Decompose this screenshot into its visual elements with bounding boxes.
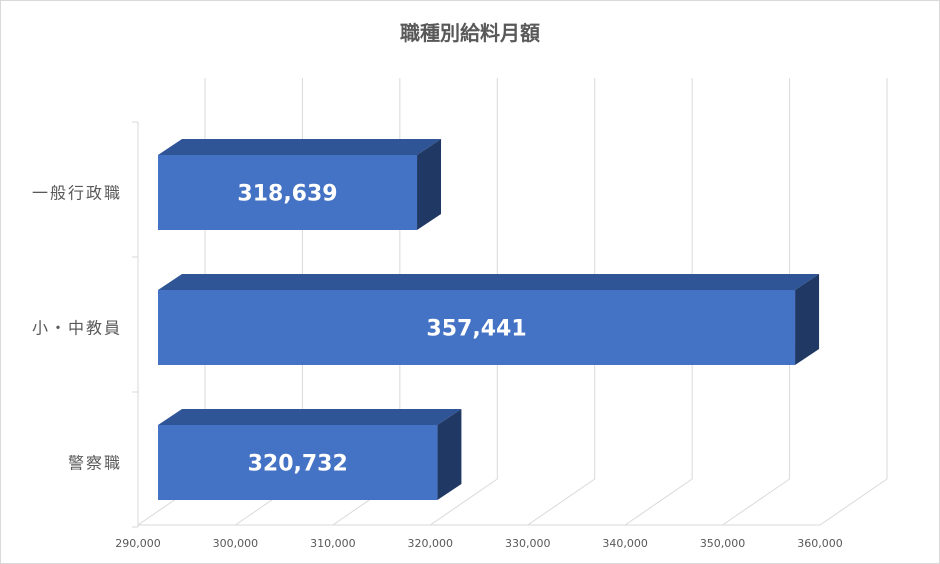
x-tick-label: 340,000 — [602, 537, 648, 550]
floor-gridline — [527, 478, 595, 526]
data-label: 357,441 — [426, 317, 526, 342]
bar-side-face — [437, 409, 462, 500]
x-tick-label: 330,000 — [505, 537, 551, 550]
x-tick-label: 350,000 — [700, 537, 746, 550]
bar-side-face — [795, 274, 820, 365]
bar: 357,441 — [158, 274, 820, 365]
bar-front-face — [158, 425, 438, 500]
category-label: 小・中教員 — [32, 319, 122, 338]
category-label: 一般行政職 — [32, 184, 122, 203]
floor-gridline — [819, 478, 888, 526]
x-tick-label: 360,000 — [797, 537, 843, 550]
x-tick-label: 310,000 — [310, 537, 356, 550]
bar-front-face — [158, 155, 418, 230]
bar-top-face — [158, 274, 820, 290]
floor-gridline — [624, 478, 693, 526]
data-label: 318,639 — [237, 182, 337, 207]
bar-top-face — [158, 139, 442, 155]
x-tick-label: 300,000 — [213, 537, 259, 550]
bar-front-face — [158, 290, 796, 365]
x-tick-label: 290,000 — [115, 537, 161, 550]
bar-side-face — [417, 139, 442, 230]
floor-gridline — [430, 478, 498, 526]
x-tick-label: 320,000 — [408, 537, 454, 550]
chart-title: 職種別給料月額 — [400, 21, 540, 45]
category-label: 警察職 — [68, 454, 122, 473]
bar: 320,732 — [158, 409, 462, 500]
floor-gridline — [722, 478, 790, 526]
bar: 318,639 — [158, 139, 442, 230]
bar-top-face — [158, 409, 462, 425]
data-label: 320,732 — [248, 452, 348, 477]
